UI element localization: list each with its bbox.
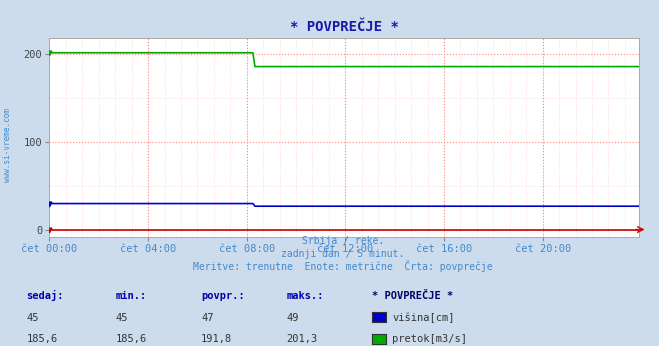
Title: * POVPREČJE *: * POVPREČJE * — [290, 20, 399, 34]
Text: Meritve: trenutne  Enote: metrične  Črta: povprečje: Meritve: trenutne Enote: metrične Črta: … — [193, 260, 492, 272]
Text: www.si-vreme.com: www.si-vreme.com — [3, 108, 13, 182]
Text: * POVPREČJE *: * POVPREČJE * — [372, 291, 453, 301]
Text: Srbija / reke.: Srbija / reke. — [302, 236, 384, 246]
Text: zadnji dan / 5 minut.: zadnji dan / 5 minut. — [281, 249, 405, 259]
Text: 47: 47 — [201, 313, 214, 323]
Text: maks.:: maks.: — [287, 291, 324, 301]
Text: povpr.:: povpr.: — [201, 291, 244, 301]
Text: min.:: min.: — [115, 291, 146, 301]
Text: višina[cm]: višina[cm] — [392, 312, 455, 323]
Text: sedaj:: sedaj: — [26, 290, 64, 301]
Text: pretok[m3/s]: pretok[m3/s] — [392, 334, 467, 344]
Text: 191,8: 191,8 — [201, 334, 232, 344]
Text: 49: 49 — [287, 313, 299, 323]
Text: 185,6: 185,6 — [26, 334, 57, 344]
Text: 185,6: 185,6 — [115, 334, 146, 344]
Text: 201,3: 201,3 — [287, 334, 318, 344]
Text: 45: 45 — [115, 313, 128, 323]
Text: 45: 45 — [26, 313, 39, 323]
